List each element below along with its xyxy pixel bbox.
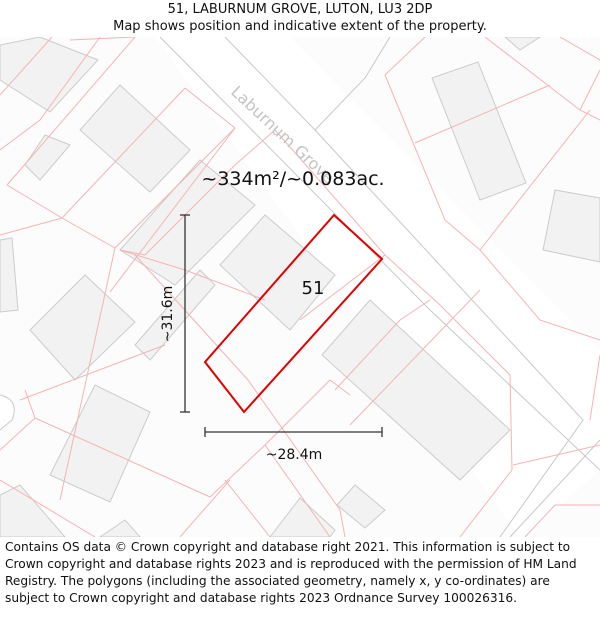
width-dimension [204,427,383,437]
map-canvas: Laburnum Grove ~334m²/~0.083ac. 51 ~31.6… [0,37,600,537]
map-subtitle: Map shows position and indicative extent… [113,19,487,34]
width-dimension-label: ~28.4m [266,447,323,463]
buildings [0,37,600,537]
height-dimension-label: ~31.6m [160,286,176,343]
address-title: 51, LABURNUM GROVE, LUTON, LU3 2DP [167,2,433,17]
property-boundary[interactable] [203,213,384,414]
area-label: ~334m²/~0.083ac. [201,168,384,190]
cul-de-sac [0,394,15,431]
plot-number-label: 51 [302,278,325,299]
property-map[interactable]: Laburnum Grove ~334m²/~0.083ac. 51 ~31.6… [0,37,600,537]
attribution-text: Contains OS data © Crown copyright and d… [5,540,577,605]
road-laburnum-grove [155,37,600,537]
height-dimension [180,214,190,413]
map-header: 51, LABURNUM GROVE, LUTON, LU3 2DP Map s… [0,0,600,38]
